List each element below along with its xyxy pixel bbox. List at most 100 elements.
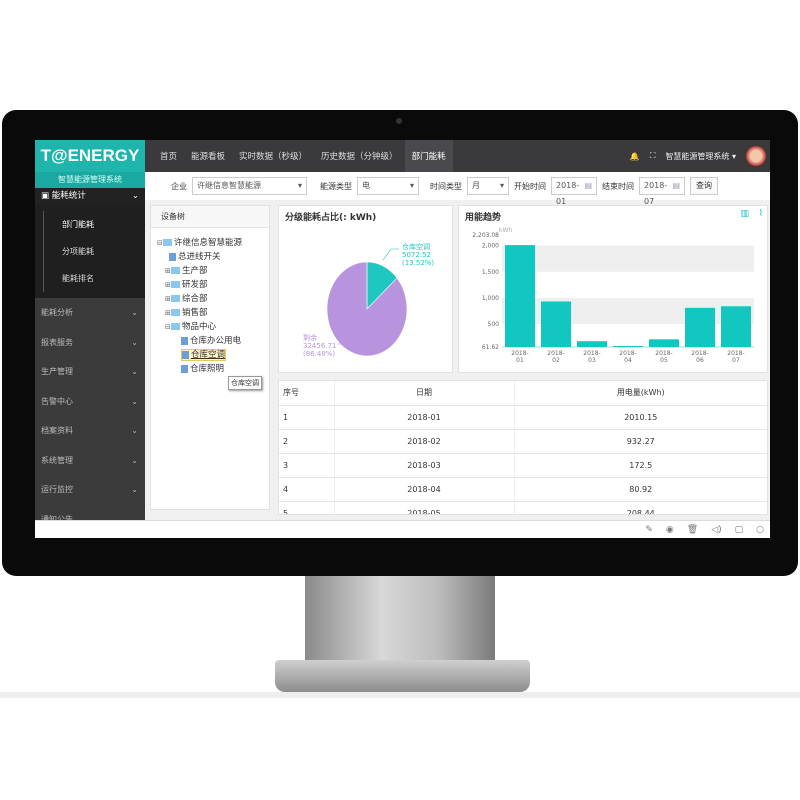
bar-2018-05[interactable]	[649, 339, 679, 347]
company-select[interactable]: 许继信息智慧能源 ▾	[192, 177, 307, 195]
calendar-icon: ▤	[584, 181, 592, 190]
trash-icon[interactable]: 🗑	[686, 524, 699, 535]
table-cell: 2018-04	[334, 477, 515, 502]
tree-node[interactable]: ⊟ 物品中心	[165, 322, 217, 332]
bell-icon[interactable]: 🔔	[629, 151, 640, 161]
pie-slice-1[interactable]	[326, 261, 408, 357]
tree-title: 设备树	[151, 206, 269, 228]
sidebar-section[interactable]: ▣ 能耗统计 ⌄	[35, 188, 145, 205]
tree-node[interactable]: ⊞ 生产部	[165, 266, 208, 276]
sidebar: ▣ 能耗统计 ⌄ 部门能耗 分项能耗 能耗排名 能耗分析 ⌄ 报表服务 ⌄ 生产管理 ⌄…	[35, 188, 145, 538]
chevron-down-icon: ⌄	[131, 337, 138, 347]
nav-dept-energy[interactable]: 部门能耗	[404, 140, 453, 172]
top-bar	[35, 140, 770, 172]
sound-icon[interactable]: ◁)	[711, 524, 722, 535]
window-icon[interactable]: ▢	[734, 524, 744, 535]
sidebar-item-dept[interactable]: 部门能耗	[43, 211, 145, 238]
label: 报表服务	[41, 337, 73, 347]
fullscreen-icon[interactable]: ⛶	[649, 151, 656, 160]
nav-realtime[interactable]: 实时数据（秒级）	[239, 152, 308, 162]
table-row[interactable]: 3 2018-03 172.5	[279, 453, 767, 478]
x-tick-label: 2018-	[583, 350, 600, 357]
chevron-down-icon: ⌄	[131, 455, 138, 465]
chevron-down-icon: ⌄	[131, 191, 139, 201]
bar-chart-icon[interactable]: ▥	[740, 209, 749, 219]
x-tick-label-month: 01	[516, 357, 524, 364]
table-row[interactable]: 1 2018-01 2010.15	[279, 405, 767, 430]
y-tick-label: 1,000	[482, 295, 499, 302]
avatar[interactable]	[746, 146, 766, 166]
label: 许继信息智慧能源	[174, 238, 243, 248]
tree-node[interactable]: ⊞ 综合部	[165, 294, 208, 304]
pie-chart: 仓库空调 5072.52 (13.52%) 剩余 32456.71 (86.48…	[303, 242, 434, 358]
end-value: 2018-07	[644, 181, 668, 206]
chart-icon: ▣	[41, 191, 52, 201]
start-label: 开始时间	[514, 181, 546, 191]
sidebar-item-monitor[interactable]: 运行监控 ⌄	[35, 475, 145, 505]
tree-node[interactable]: ⊞ 销售部	[165, 308, 208, 318]
table-row[interactable]: 4 2018-04 80.92	[279, 477, 767, 502]
nav-dashboard[interactable]: 能源看板	[191, 152, 226, 162]
x-tick-label: 2018-	[655, 350, 672, 357]
x-tick-label-month: 05	[660, 357, 668, 364]
monitor-base	[275, 660, 530, 692]
camera-icon[interactable]: ◉	[665, 524, 674, 535]
line-chart-icon[interactable]: ⌇	[758, 209, 763, 219]
label: 运行监控	[41, 485, 73, 494]
pie-label-name-1: 剩余	[303, 333, 317, 342]
x-tick-label: 2018-	[727, 350, 744, 357]
table-row[interactable]: 2 2018-02 932.27	[279, 429, 767, 454]
nav-home[interactable]: 首页	[160, 152, 178, 162]
bar-2018-02[interactable]	[541, 301, 571, 347]
sidebar-item-itemized[interactable]: 分项能耗	[43, 238, 145, 265]
energy-value: 电	[362, 181, 370, 190]
pen-icon[interactable]: ✎	[645, 524, 653, 535]
tree-node-root[interactable]: ⊟ 许继信息智慧能源	[157, 238, 243, 248]
table-cell: 2018-01	[334, 405, 515, 430]
time-type-select[interactable]: 月 ▾	[467, 177, 509, 195]
label: 仓库照明	[190, 364, 225, 374]
label: 物品中心	[182, 322, 217, 332]
chevron-down-icon: ⌄	[131, 485, 138, 494]
table-cell: 80.92	[514, 477, 767, 502]
sidebar-item-alarms[interactable]: 告警中心 ⌄	[35, 387, 145, 417]
query-button[interactable]: 查询	[690, 177, 718, 195]
chevron-down-icon: ⌄	[131, 396, 138, 406]
trend-panel: 用能趋势 ▥ ⌇ kWh 2,203.08 2,000 1,500 1,000 500 6…	[458, 205, 768, 373]
sidebar-item-archives[interactable]: 档案资料 ⌄	[35, 416, 145, 446]
bar-2018-01[interactable]	[505, 245, 535, 347]
tree-node[interactable]: 仓库办公用电	[157, 334, 269, 348]
logo[interactable]: T@ENERGY	[35, 140, 145, 172]
tree-node[interactable]: ⊞ 研发部	[165, 280, 208, 290]
bar-2018-04[interactable]	[613, 345, 643, 347]
sidebar-item-reports[interactable]: 报表服务 ⌄	[35, 328, 145, 358]
sidebar-item-system[interactable]: 系统管理 ⌄	[35, 446, 145, 476]
sidebar-item-notices[interactable]: 通知公告 ⌄	[35, 505, 145, 535]
start-date-input[interactable]: 2018-01 ▤	[551, 177, 597, 206]
data-table: 序号 日期 用电量(kWh) 1 2018-01 2010.15 2 2018-02 93…	[278, 380, 768, 515]
bar-2018-03[interactable]	[577, 341, 607, 347]
main-nav: 首页 能源看板 实时数据（秒级） 历史数据（分钟级） 部门能耗	[153, 140, 453, 172]
tree-node[interactable]: 仓库照明	[157, 362, 269, 376]
bar-2018-07[interactable]	[721, 306, 751, 347]
x-tick-label-month: 06	[696, 357, 704, 364]
end-date-input[interactable]: 2018-07 ▤	[639, 177, 685, 206]
table-row[interactable]: 5 2018-05 208.44	[279, 501, 767, 514]
sidebar-item-analysis[interactable]: 能耗分析 ⌄	[35, 298, 145, 328]
circle-icon[interactable]: ○	[756, 524, 764, 535]
sidebar-item-production[interactable]: 生产管理 ⌄	[35, 357, 145, 387]
label: 总进线开关	[178, 252, 221, 262]
label: 仓库空调	[191, 350, 226, 360]
energy-select[interactable]: 电 ▾	[357, 177, 419, 195]
bar-chart: kWh 2,203.08 2,000 1,500 1,000 500 61.62 2018-…	[472, 227, 754, 364]
bar-2018-06[interactable]	[685, 307, 715, 347]
pie-leader-0	[382, 248, 399, 261]
filter-bar: 企业 许继信息智慧能源 ▾ 能源类型 电 ▾ 时间类型 月 ▾ 开始时间 2018-0…	[145, 172, 770, 206]
tooltip: 仓库空调	[228, 376, 262, 390]
tree-node[interactable]: 总进线开关	[157, 250, 269, 264]
sidebar-item-ranking[interactable]: 能耗排名	[43, 265, 145, 292]
nav-history[interactable]: 历史数据（分钟级）	[321, 152, 398, 162]
label: 销售部	[182, 308, 208, 318]
tree-node-selected[interactable]: 仓库空调	[157, 348, 269, 362]
user-menu[interactable]: 智慧能源管理系统 ▾	[665, 151, 736, 161]
